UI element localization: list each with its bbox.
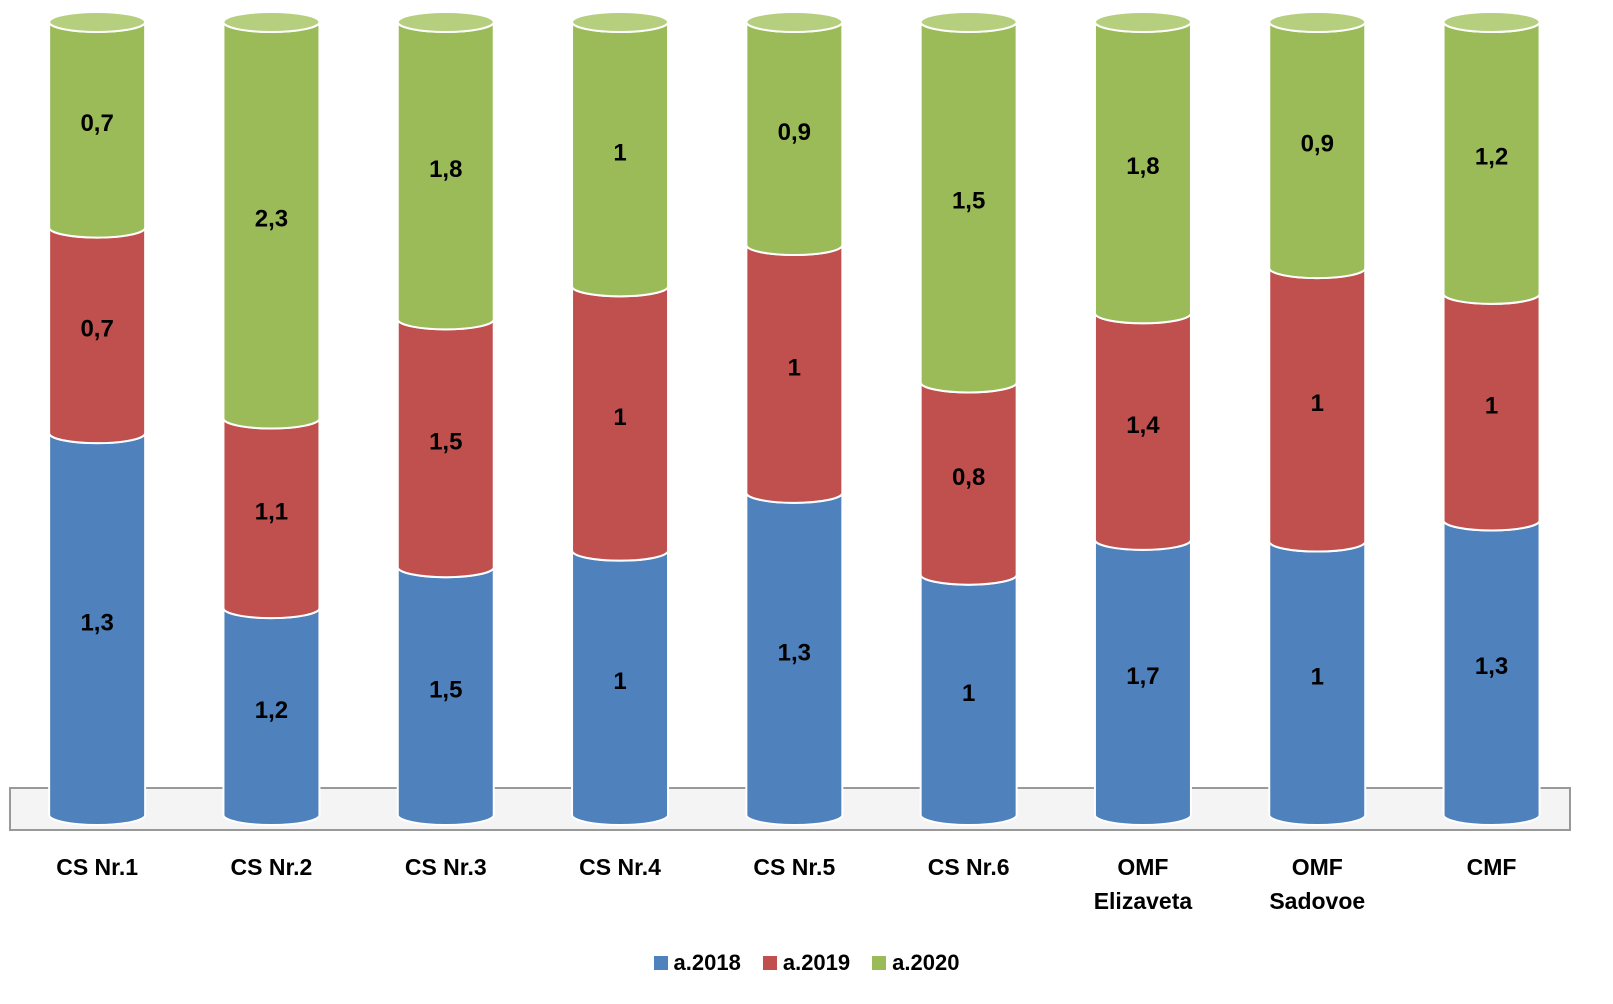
x-tick-label: OMF Sadovoe bbox=[1269, 854, 1366, 914]
x-tick-label: CS Nr.1 bbox=[56, 854, 139, 880]
data-label: 1,4 bbox=[1126, 412, 1160, 439]
legend-swatch bbox=[762, 956, 777, 970]
data-label: 1,8 bbox=[429, 156, 462, 183]
data-label: 1,2 bbox=[255, 697, 288, 724]
data-label: 0,9 bbox=[1301, 130, 1334, 157]
legend-label: a.2019 bbox=[782, 950, 851, 975]
x-tick-label: CS Nr.6 bbox=[927, 854, 1010, 880]
data-label: 1,5 bbox=[429, 429, 462, 456]
data-label: 1,5 bbox=[952, 188, 985, 215]
data-label: 1,3 bbox=[1475, 653, 1508, 680]
bar-cap bbox=[396, 11, 495, 33]
bar-cap bbox=[222, 11, 321, 33]
legend-swatch bbox=[872, 956, 887, 970]
x-tick-label: CS Nr.2 bbox=[230, 854, 313, 880]
data-label: 1,3 bbox=[80, 609, 113, 636]
data-label: 0,8 bbox=[952, 464, 985, 491]
bar-cap bbox=[48, 11, 147, 33]
data-label: 0,9 bbox=[778, 119, 811, 146]
legend-label: a.2018 bbox=[673, 950, 741, 975]
legend: a.2018 a.2019 a.2020 bbox=[0, 950, 1613, 976]
x-tick-label: CMF bbox=[1466, 854, 1517, 880]
legend-swatch bbox=[653, 956, 668, 970]
data-label: 0,7 bbox=[80, 316, 113, 343]
data-label: 1 bbox=[1311, 664, 1324, 691]
x-tick-label: CS Nr.3 bbox=[404, 854, 487, 880]
data-label: 1 bbox=[788, 354, 801, 381]
data-label: 1 bbox=[1311, 390, 1324, 417]
data-label: 1,2 bbox=[1475, 143, 1508, 170]
bar-cap bbox=[745, 11, 844, 33]
data-label: 0,7 bbox=[80, 110, 113, 137]
data-label: 1 bbox=[962, 680, 975, 707]
legend-item: a.2018 bbox=[653, 950, 741, 976]
data-label: 1,8 bbox=[1126, 153, 1159, 180]
legend-item: a.2019 bbox=[762, 950, 851, 976]
legend-item: a.2020 bbox=[872, 950, 959, 976]
data-label: 1 bbox=[613, 140, 626, 167]
bar-cap bbox=[919, 11, 1018, 33]
legend-label: a.2020 bbox=[892, 950, 960, 975]
x-tick-label: CS Nr.4 bbox=[579, 854, 661, 880]
x-tick-label: CS Nr.5 bbox=[753, 854, 836, 880]
data-label: 1,5 bbox=[429, 676, 462, 703]
bar-cap bbox=[1093, 11, 1192, 33]
bar-cap bbox=[571, 11, 670, 33]
bar-cap bbox=[1268, 11, 1367, 33]
x-tick-label: OMF Elizaveta bbox=[1093, 854, 1193, 914]
data-label: 2,3 bbox=[255, 206, 288, 233]
data-label: 1,1 bbox=[255, 499, 288, 526]
data-label: 1 bbox=[1485, 393, 1498, 420]
data-label: 1,3 bbox=[778, 639, 811, 666]
bar-cap bbox=[1442, 11, 1541, 33]
data-label: 1,7 bbox=[1126, 663, 1159, 690]
data-label: 1 bbox=[613, 404, 626, 431]
data-label: 1 bbox=[613, 668, 626, 695]
